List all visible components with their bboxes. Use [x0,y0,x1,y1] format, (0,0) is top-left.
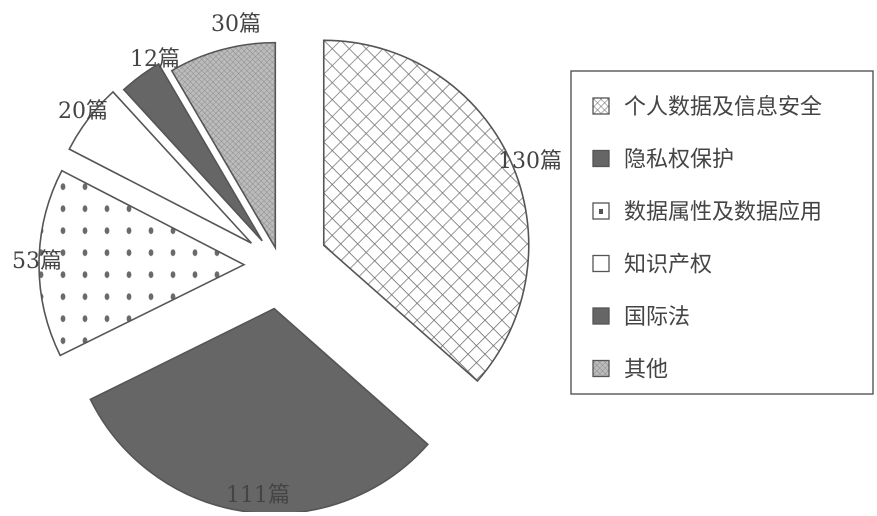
slices-layer [38,39,530,515]
pie-slice-5 [122,62,263,242]
legend-label-5: 国际法 [624,305,690,330]
legend-swatch-dot [599,209,603,214]
slice-label-5: 12篇 [130,47,180,72]
legend-label-3: 数据属性及数据应用 [624,200,822,225]
legend-label-6: 其他 [624,358,668,383]
legend-swatch-1 [592,97,610,115]
legend-label-1: 个人数据及信息安全 [624,95,822,120]
slice-label-2: 111篇 [226,483,290,508]
legend-swatch-2 [592,149,610,168]
slice-label-4: 20篇 [58,99,108,124]
legend-swatch-6 [592,359,610,378]
legend-swatch-4 [592,254,610,273]
slice-label-1: 130篇 [498,149,562,174]
pie-slice-1 [322,39,530,383]
pie-slice-4 [68,90,253,244]
legend-label-2: 隐私权保护 [624,148,734,173]
pie-slice-2 [89,307,429,515]
slice-label-6: 30篇 [211,12,261,37]
slice-label-3: 53篇 [12,249,62,274]
legend-box [570,70,874,395]
slice-labels-layer: 130篇 111篇 53篇 20篇 12篇 30篇 [12,12,562,508]
legend-swatch-5 [592,307,610,325]
legend-label-4: 知识产权 [624,253,712,278]
pie-slice-3 [38,169,246,357]
pie-slice-6 [170,41,277,251]
